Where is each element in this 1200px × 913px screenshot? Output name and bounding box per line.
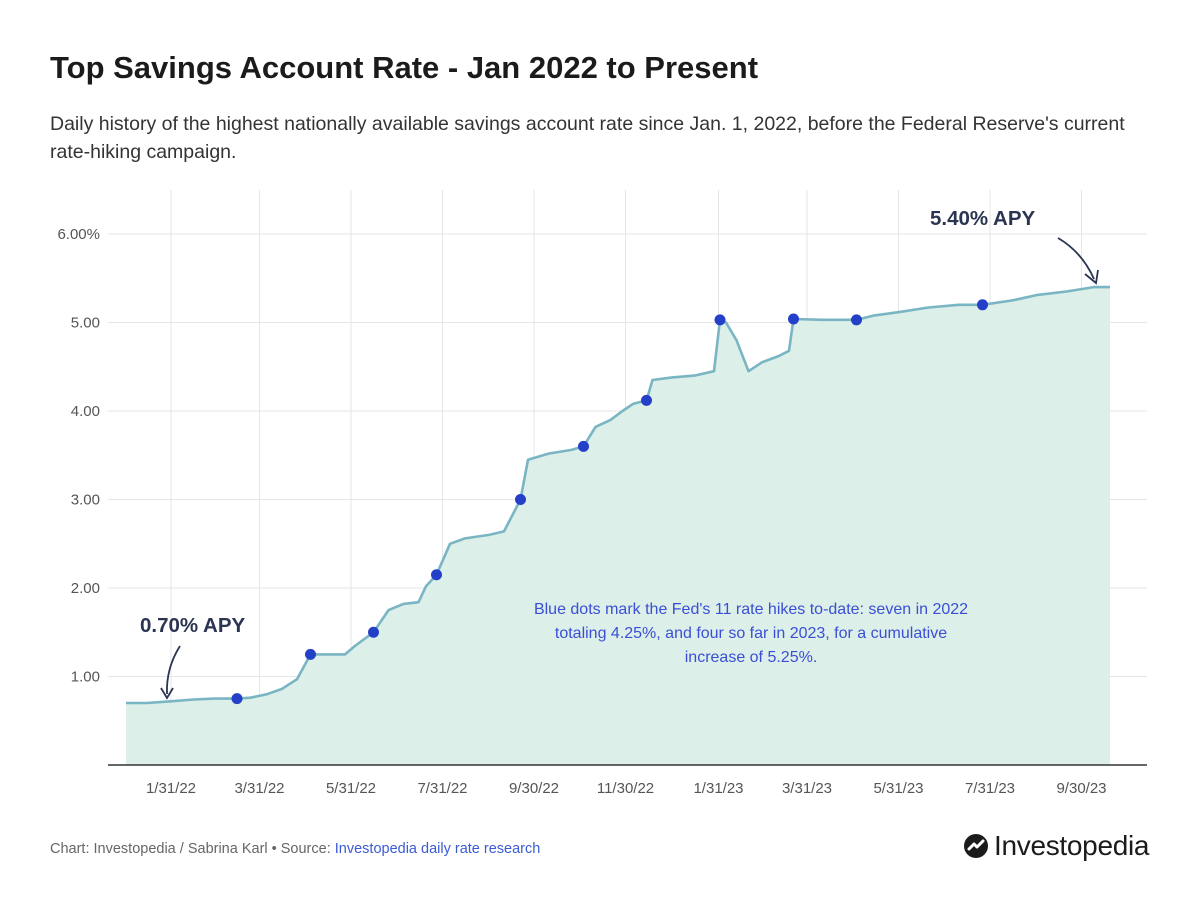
y-tick-label: 4.00 xyxy=(71,403,100,420)
x-tick-label: 3/31/22 xyxy=(234,780,284,797)
rate-hike-dot xyxy=(788,313,799,325)
start-arrow xyxy=(166,645,181,695)
rate-hike-note: Blue dots mark the Fed's 11 rate hikes t… xyxy=(533,601,969,666)
rate-hike-dot xyxy=(851,314,862,326)
x-tick-label: 1/31/23 xyxy=(693,780,743,797)
x-tick-label: 1/31/22 xyxy=(146,780,196,797)
start-arrowhead xyxy=(160,687,174,700)
rate-hike-dot xyxy=(714,314,726,326)
chart-title: Top Savings Account Rate - Jan 2022 to P… xyxy=(50,50,759,85)
callout-arrows xyxy=(160,237,1099,700)
rate-area xyxy=(126,287,1110,765)
end-arrow xyxy=(1057,237,1095,280)
investopedia-logo-text: Investopedia xyxy=(994,830,1150,861)
y-tick-label: 5.00 xyxy=(71,315,100,332)
y-tick-labels: 1.00 2.00 3.00 4.00 5.00 6.00% xyxy=(57,226,100,686)
rate-hike-dot xyxy=(231,693,243,705)
source-link[interactable]: Investopedia daily rate research xyxy=(334,841,541,857)
y-tick-label: 6.00% xyxy=(57,226,100,243)
investopedia-logo-icon xyxy=(964,834,988,858)
rate-hike-dot xyxy=(977,299,988,311)
footer-credit: Chart: Investopedia / Sabrina Karl • Sou… xyxy=(50,841,335,857)
rate-hike-dot xyxy=(641,394,652,406)
rate-hike-dot xyxy=(305,648,316,660)
investopedia-logo[interactable]: Investopedia xyxy=(962,826,1149,866)
rate-hike-dots xyxy=(231,299,988,705)
chart-subtitle: Daily history of the highest nationally … xyxy=(50,113,1125,163)
y-tick-label: 2.00 xyxy=(71,580,100,597)
y-tick-label: 1.00 xyxy=(71,669,100,686)
x-tick-label: 9/30/22 xyxy=(509,780,559,797)
rate-hike-dot xyxy=(578,440,589,452)
x-tick-labels: 1/31/22 3/31/22 5/31/22 7/31/22 9/30/22 11/30… xyxy=(146,780,1107,797)
chart-footer: Chart: Investopedia / Sabrina Karl • Sou… xyxy=(50,841,540,857)
rate-hike-dot xyxy=(515,494,526,505)
rate-hike-dot xyxy=(368,626,379,638)
y-tick-label: 3.00 xyxy=(71,492,100,509)
start-rate-label: 0.70% APY xyxy=(140,614,246,637)
rate-hike-dot xyxy=(431,569,442,581)
x-tick-label: 9/30/23 xyxy=(1056,780,1106,797)
end-arrowhead xyxy=(1084,269,1099,285)
x-tick-label: 5/31/22 xyxy=(326,780,376,797)
x-tick-label: 5/31/23 xyxy=(873,780,923,797)
x-tick-label: 11/30/22 xyxy=(597,780,654,797)
x-tick-label: 7/31/22 xyxy=(417,780,467,797)
end-rate-label: 5.40% APY xyxy=(930,207,1036,230)
x-tick-label: 7/31/23 xyxy=(965,780,1015,797)
x-tick-label: 3/31/23 xyxy=(782,780,832,797)
